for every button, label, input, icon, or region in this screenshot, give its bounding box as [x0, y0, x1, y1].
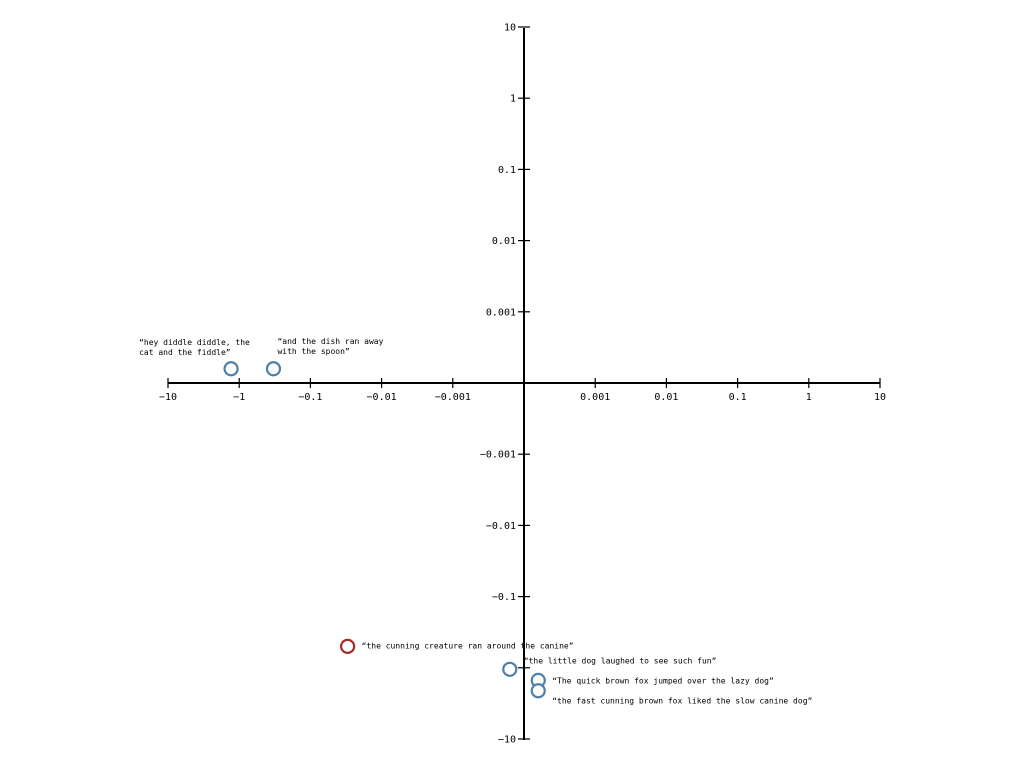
data-points: “hey diddle diddle, the cat and the fiddl…	[139, 337, 812, 706]
y-tick-label: 0.01	[492, 236, 516, 247]
data-point[interactable]	[265, 361, 282, 377]
y-tick-label: 10	[504, 23, 516, 34]
data-point-label: “and the dish ran away with the spoon”	[277, 337, 383, 356]
x-tick-label: 0.001	[580, 392, 610, 403]
data-point-label: “the cunning creature ran around the can…	[362, 641, 574, 650]
data-point-label: “the little dog laughed to see such fun”	[524, 656, 717, 665]
x-tick-label: −1	[233, 392, 245, 403]
data-point[interactable]	[223, 361, 239, 377]
y-tick-label: −0.1	[492, 592, 516, 603]
data-point[interactable]	[530, 683, 546, 699]
y-tick-label: −10	[498, 735, 516, 746]
x-tick-label: −0.01	[367, 392, 397, 403]
data-point-label: “The quick brown fox jumped over the laz…	[552, 676, 774, 685]
x-tick-label: 0.01	[654, 392, 678, 403]
y-tick-label: −0.001	[480, 450, 516, 461]
y-tick-label: 0.001	[486, 307, 516, 318]
x-tick-label: 0.1	[729, 392, 747, 403]
y-tick-label: 0.1	[498, 165, 516, 176]
data-point-label: “hey diddle diddle, the cat and the fiddl…	[139, 338, 250, 357]
x-tick-label: −0.1	[298, 392, 322, 403]
data-point-label: “the fast cunning brown fox liked the sl…	[552, 697, 812, 706]
y-tick-label: −0.01	[486, 521, 516, 532]
x-tick-label: 1	[806, 392, 812, 403]
x-axis-ticks: −10 −1 −0.1 −0.01 −0.001 0.001 0.01 0.1 1 10	[159, 378, 886, 403]
x-tick-label: −0.001	[435, 392, 471, 403]
data-point[interactable]	[502, 661, 518, 677]
x-tick-label: 10	[874, 392, 886, 403]
x-tick-label: −10	[159, 392, 177, 403]
data-point[interactable]	[340, 638, 356, 654]
y-tick-label: 1	[510, 94, 516, 105]
